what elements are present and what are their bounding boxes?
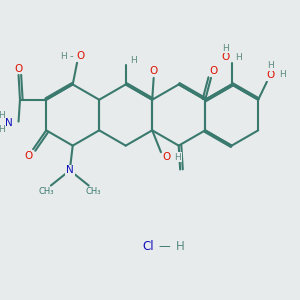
Text: H: H <box>176 240 185 253</box>
Text: H: H <box>235 53 242 62</box>
Text: O: O <box>149 67 158 76</box>
Text: H: H <box>267 61 274 70</box>
Text: H: H <box>60 52 67 61</box>
Text: H: H <box>0 111 4 120</box>
Text: CH₃: CH₃ <box>38 187 54 196</box>
Text: H: H <box>0 125 4 134</box>
Text: Cl: Cl <box>143 240 154 253</box>
Text: H: H <box>222 44 229 52</box>
Text: N: N <box>5 118 13 128</box>
Text: O: O <box>163 152 171 162</box>
Text: O: O <box>221 52 230 62</box>
Text: O: O <box>14 64 23 74</box>
Text: H: H <box>175 153 181 162</box>
Text: H: H <box>130 56 137 65</box>
Text: O: O <box>77 51 85 61</box>
Text: O: O <box>25 151 33 161</box>
Text: N: N <box>66 165 74 176</box>
Text: —: — <box>159 240 170 253</box>
Text: -: - <box>69 51 73 61</box>
Text: CH₃: CH₃ <box>86 187 101 196</box>
Text: O: O <box>266 70 274 80</box>
Text: O: O <box>210 66 218 76</box>
Text: H: H <box>280 70 286 80</box>
